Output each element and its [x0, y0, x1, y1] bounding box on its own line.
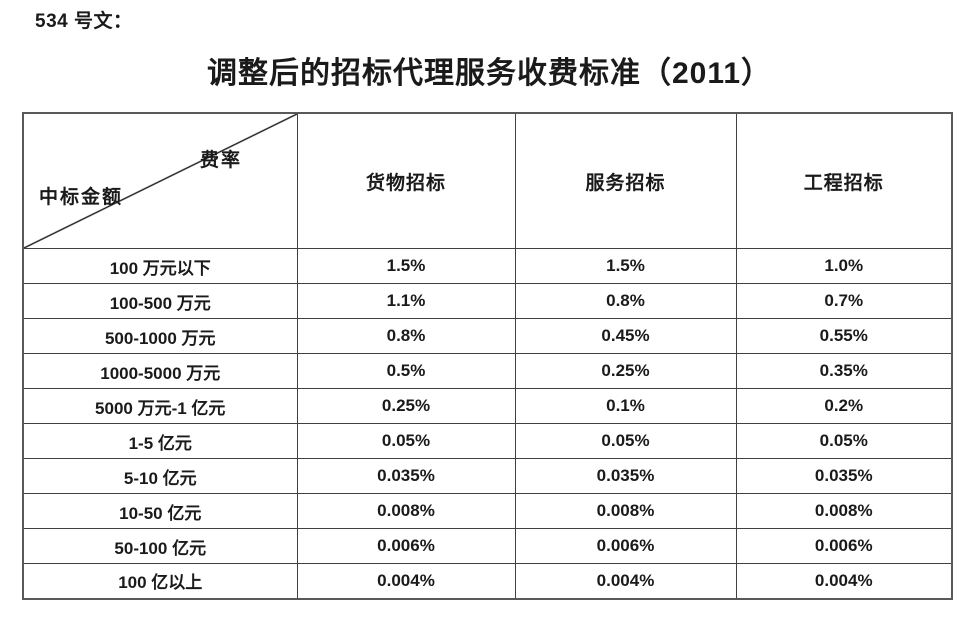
rate-cell: 1.0%	[735, 248, 953, 284]
rate-cell: 0.05%	[296, 423, 516, 459]
row-label-cell: 5-10 亿元	[22, 458, 298, 494]
table-row: 100-500 万元 1.1% 0.8% 0.7%	[22, 283, 953, 319]
rate-cell: 0.05%	[514, 423, 737, 459]
rate-cell: 0.05%	[735, 423, 953, 459]
corner-label-rate: 费率	[200, 150, 243, 171]
rate-cell: 0.8%	[514, 283, 737, 319]
table-row: 100 万元以下 1.5% 1.5% 1.0%	[22, 248, 953, 284]
header-row: 费率 中标金额 货物招标 服务招标 工程招标	[22, 112, 953, 249]
table-row: 100 亿以上 0.004% 0.004% 0.004%	[22, 563, 953, 599]
table-row: 5000 万元-1 亿元 0.25% 0.1% 0.2%	[22, 388, 953, 424]
column-header-services: 服务招标	[514, 112, 737, 249]
column-header-goods: 货物招标	[296, 112, 516, 249]
rate-cell: 0.008%	[735, 493, 953, 529]
row-label-cell: 100 万元以下	[22, 248, 298, 284]
rate-cell: 0.5%	[296, 353, 516, 389]
corner-cell-inner: 费率 中标金额	[24, 114, 297, 248]
table-row: 10-50 亿元 0.008% 0.008% 0.008%	[22, 493, 953, 529]
rate-cell: 1.5%	[514, 248, 737, 284]
table-row: 50-100 亿元 0.006% 0.006% 0.006%	[22, 528, 953, 564]
rate-cell: 0.008%	[514, 493, 737, 529]
rate-cell: 0.004%	[514, 563, 737, 599]
rate-cell: 0.035%	[296, 458, 516, 494]
rate-cell: 1.1%	[296, 283, 516, 319]
row-label-cell: 500-1000 万元	[22, 318, 298, 354]
row-label-cell: 1000-5000 万元	[22, 353, 298, 389]
rate-cell: 0.035%	[514, 458, 737, 494]
rate-cell: 0.2%	[735, 388, 953, 424]
row-label-cell: 50-100 亿元	[22, 528, 298, 564]
rate-cell: 0.8%	[296, 318, 516, 354]
rate-cell: 0.008%	[296, 493, 516, 529]
row-label-cell: 10-50 亿元	[22, 493, 298, 529]
rate-cell: 0.1%	[514, 388, 737, 424]
table-row: 500-1000 万元 0.8% 0.45% 0.55%	[22, 318, 953, 354]
rate-cell: 0.45%	[514, 318, 737, 354]
rate-cell: 1.5%	[296, 248, 516, 284]
row-label-cell: 1-5 亿元	[22, 423, 298, 459]
rate-cell: 0.25%	[514, 353, 737, 389]
table-row: 1-5 亿元 0.05% 0.05% 0.05%	[22, 423, 953, 459]
rate-cell: 0.006%	[296, 528, 516, 564]
rate-cell: 0.55%	[735, 318, 953, 354]
rate-cell: 0.004%	[735, 563, 953, 599]
rate-cell: 0.35%	[735, 353, 953, 389]
row-label-cell: 100 亿以上	[22, 563, 298, 599]
doc-number-label: 534 号文：	[35, 11, 133, 32]
rate-cell: 0.035%	[735, 458, 953, 494]
page-title: 调整后的招标代理服务收费标准（2011）	[206, 57, 773, 90]
rate-cell: 0.006%	[735, 528, 953, 564]
corner-cell: 费率 中标金额	[22, 112, 298, 249]
rate-cell: 0.006%	[514, 528, 737, 564]
fee-table: 费率 中标金额 货物招标 服务招标 工程招标 100 万元以下 1.5% 1.5…	[22, 112, 953, 600]
table-row: 1000-5000 万元 0.5% 0.25% 0.35%	[22, 353, 953, 389]
rate-cell: 0.25%	[296, 388, 516, 424]
table-row: 5-10 亿元 0.035% 0.035% 0.035%	[22, 458, 953, 494]
corner-label-amount: 中标金额	[39, 187, 124, 208]
row-label-cell: 100-500 万元	[22, 283, 298, 319]
rate-cell: 0.7%	[735, 283, 953, 319]
row-label-cell: 5000 万元-1 亿元	[22, 388, 298, 424]
diagonal-divider-line	[24, 114, 297, 248]
rate-cell: 0.004%	[296, 563, 516, 599]
column-header-engineering: 工程招标	[735, 112, 953, 249]
